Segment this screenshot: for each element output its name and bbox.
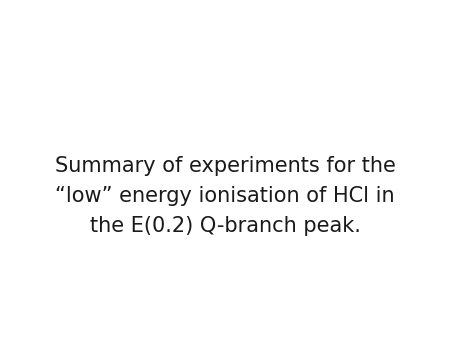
Text: Summary of experiments for the
“low” energy ionisation of HCl in
the E(0.2) Q-br: Summary of experiments for the “low” ene… [54,156,396,236]
